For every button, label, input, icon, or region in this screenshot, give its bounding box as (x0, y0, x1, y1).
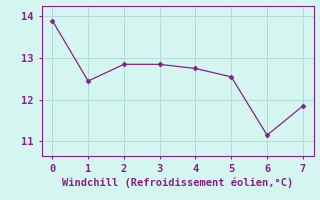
X-axis label: Windchill (Refroidissement éolien,°C): Windchill (Refroidissement éolien,°C) (62, 178, 293, 188)
